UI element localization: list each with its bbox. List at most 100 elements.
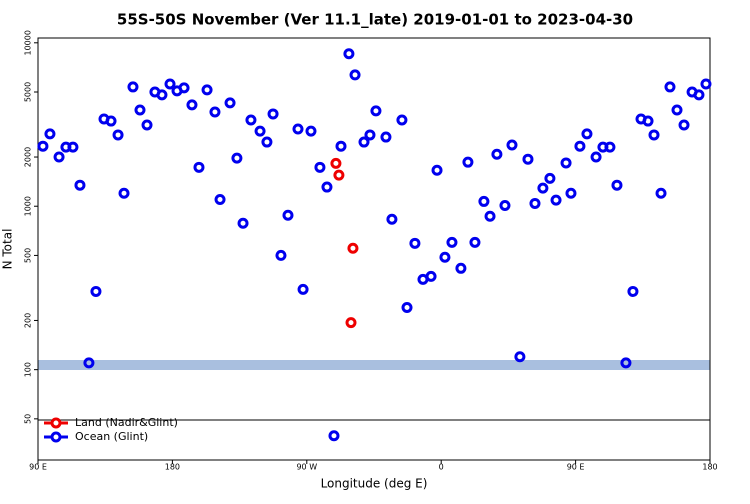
x-tick-label: 0 <box>439 463 444 472</box>
point <box>224 97 236 109</box>
point <box>156 89 168 101</box>
point <box>237 217 249 229</box>
point <box>514 351 526 363</box>
point <box>522 153 534 165</box>
x-axis-label: Longitude (deg E) <box>321 477 428 491</box>
y-tick-label: 5000 <box>24 82 33 102</box>
point <box>321 181 333 193</box>
point <box>565 187 577 199</box>
point <box>358 136 370 148</box>
point <box>491 148 503 160</box>
point <box>648 129 660 141</box>
point <box>297 283 309 295</box>
point <box>105 115 117 127</box>
point <box>254 125 266 137</box>
point <box>537 182 549 194</box>
point <box>186 99 198 111</box>
point <box>330 157 342 169</box>
point <box>83 357 95 369</box>
point <box>574 140 586 152</box>
point <box>469 236 481 248</box>
y-tick-label: 100 <box>24 362 33 377</box>
point <box>380 131 392 143</box>
x-tick-label: 90 E <box>567 463 585 472</box>
chart-title: 55S-50S November (Ver 11.1_late) 2019-01… <box>117 11 633 29</box>
point <box>314 161 326 173</box>
point <box>282 209 294 221</box>
y-tick-label: 10000 <box>24 30 33 55</box>
point <box>671 104 683 116</box>
y-tick-label: 50 <box>24 414 33 424</box>
point <box>67 141 79 153</box>
point <box>370 105 382 117</box>
point <box>655 187 667 199</box>
legend-label: Land (Nadir&Glint) <box>75 416 178 429</box>
point <box>506 139 518 151</box>
point <box>550 194 562 206</box>
point <box>560 157 572 169</box>
legend-label: Ocean (Glint) <box>75 430 148 443</box>
point <box>484 210 496 222</box>
point <box>425 270 437 282</box>
point <box>446 236 458 248</box>
point <box>231 152 243 164</box>
point <box>335 140 347 152</box>
y-tick-label: 200 <box>24 313 33 328</box>
point <box>642 115 654 127</box>
point <box>193 161 205 173</box>
point <box>44 128 56 140</box>
point <box>164 78 176 90</box>
point <box>209 106 221 118</box>
plot-frame <box>37 37 711 461</box>
x-tick-label: 90 E <box>29 463 47 472</box>
y-tick-label: 2000 <box>24 147 33 167</box>
point <box>349 69 361 81</box>
point <box>127 81 139 93</box>
point <box>90 285 102 297</box>
x-tick-label: 90 W <box>296 463 317 472</box>
point <box>333 169 345 181</box>
point <box>201 84 213 96</box>
point <box>275 249 287 261</box>
point <box>118 187 130 199</box>
point <box>529 197 541 209</box>
point <box>700 78 712 90</box>
point <box>620 357 632 369</box>
point <box>214 193 226 205</box>
point <box>604 141 616 153</box>
point <box>134 104 146 116</box>
point <box>305 125 317 137</box>
point <box>478 195 490 207</box>
point <box>590 151 602 163</box>
point <box>267 108 279 120</box>
point <box>245 114 257 126</box>
point <box>396 114 408 126</box>
point <box>664 81 676 93</box>
point <box>37 140 49 152</box>
point <box>112 129 124 141</box>
point <box>627 285 639 297</box>
point <box>439 251 451 263</box>
x-tick-label: 180 <box>702 463 717 472</box>
y-tick-label: 1000 <box>24 196 33 216</box>
point <box>462 156 474 168</box>
point <box>328 430 340 442</box>
point <box>141 119 153 131</box>
point <box>345 317 357 329</box>
point <box>261 136 273 148</box>
point <box>678 119 690 131</box>
point <box>611 179 623 191</box>
legend-marker <box>50 417 62 429</box>
band <box>38 360 710 370</box>
x-tick-label: 180 <box>165 463 180 472</box>
point <box>74 179 86 191</box>
point <box>347 242 359 254</box>
y-axis-label: N Total <box>1 229 15 270</box>
point <box>499 200 511 212</box>
point <box>401 302 413 314</box>
point <box>292 123 304 135</box>
point <box>343 48 355 60</box>
point <box>693 89 705 101</box>
